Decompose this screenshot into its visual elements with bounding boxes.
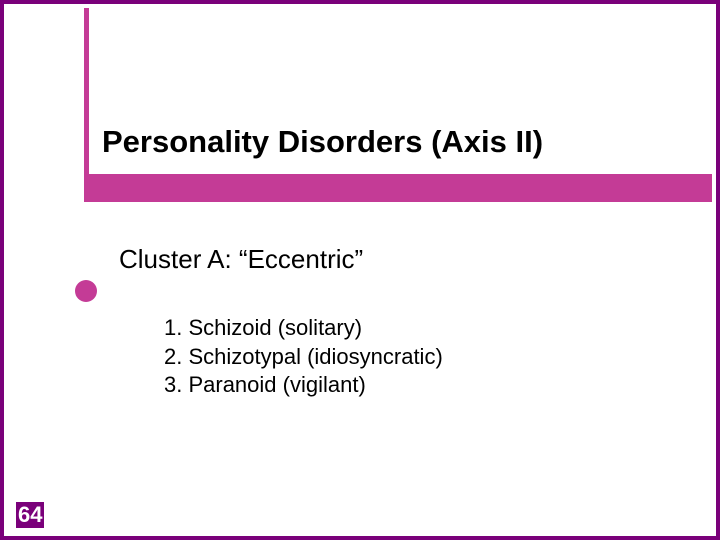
item-list: 1. Schizoid (solitary) 2. Schizotypal (i… [164,314,443,400]
title-area: Personality Disorders (Axis II) [84,124,716,170]
title-vertical-rule [84,8,89,200]
list-item: 3. Paranoid (vigilant) [164,371,443,400]
slide-title: Personality Disorders (Axis II) [84,124,716,170]
title-underline-bar [84,174,712,202]
slide-subtitle: Cluster A: “Eccentric” [119,244,363,275]
bullet-dot-icon [75,280,97,302]
list-item: 1. Schizoid (solitary) [164,314,443,343]
list-item: 2. Schizotypal (idiosyncratic) [164,343,443,372]
page-number: 64 [16,502,44,528]
